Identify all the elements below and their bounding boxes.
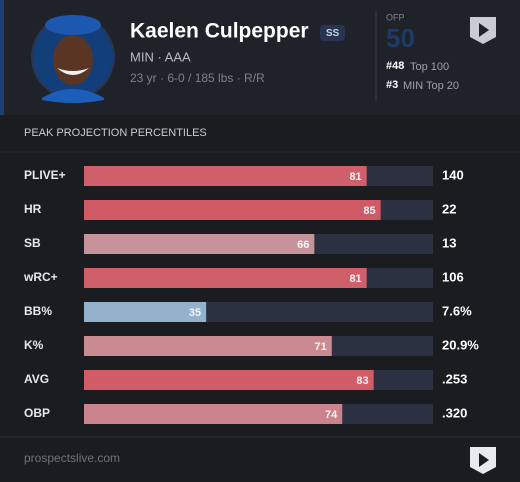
percentile-label: 74 [325,409,338,421]
stat-value: 20.9% [442,337,479,352]
bar [84,166,367,186]
bar [84,234,315,254]
percentile-label: 83 [356,375,368,387]
bio: 23 yr · 6-0 / 185 lbs · R/R [130,71,265,85]
stat-label: K% [24,338,44,352]
stat-value: 140 [442,167,464,182]
rank-label: MIN Top 20 [403,80,459,92]
bar [84,336,332,356]
footer-logo [470,447,496,474]
player-name: Kaelen Culpepper [130,20,309,43]
ofp-label: OFP [386,12,405,22]
stat-value: 7.6% [442,303,472,318]
stat-label: OBP [24,406,50,420]
percentile-label: 85 [363,205,375,217]
rank: #48 [386,60,404,72]
footer-site: prospectslive.com [24,451,120,465]
percentile-label: 81 [349,273,361,285]
rows: PLIVE+ 81 140 HR 85 22 SB 66 13 wRC+ 81 106 BB% 35 7.6… [23,166,479,424]
rank: #3 [386,79,398,91]
stat-label: SB [24,236,41,250]
bar [84,200,381,220]
percentile-label: 35 [189,307,201,319]
stat-label: wRC+ [23,270,58,284]
stat-value: 13 [442,235,456,250]
stat-value: .320 [442,405,467,420]
bar [84,268,367,288]
stat-value: 106 [442,269,464,284]
percentile-label: 71 [315,341,327,353]
team-level: MIN · AAA [130,49,191,64]
section-title: PEAK PROJECTION PERCENTILES [24,127,207,139]
logo [470,17,496,44]
rank-label: Top 100 [410,61,449,73]
accent-bar [0,0,4,115]
stat-label: HR [24,202,42,216]
stat-label: BB% [24,304,52,318]
percentile-label: 66 [297,239,309,251]
bar [84,370,374,390]
stat-value: 22 [442,201,456,216]
stat-value: .253 [442,371,467,386]
ofp-value: 50 [386,23,415,53]
bar [84,302,207,322]
percentile-label: 81 [349,171,361,183]
stat-label: AVG [24,372,49,386]
stat-label: PLIVE+ [24,168,66,182]
position-badge [320,25,345,41]
bar [84,404,343,424]
position: SS [326,28,340,39]
avatar [31,15,115,103]
